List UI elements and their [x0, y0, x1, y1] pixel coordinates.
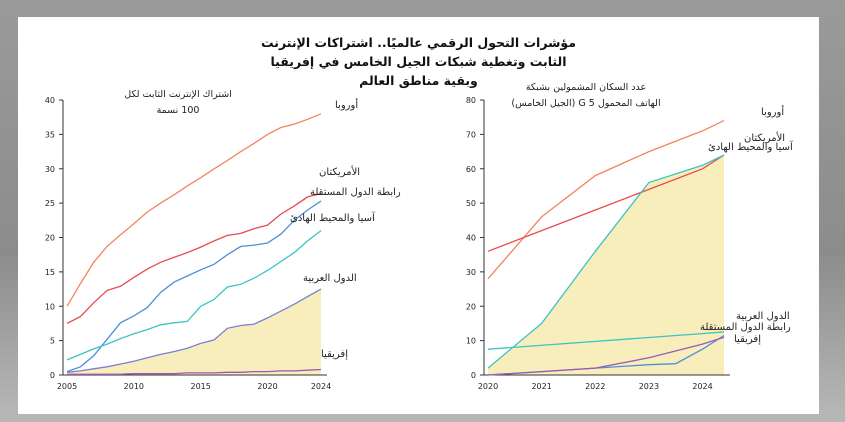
y-tick-label: 20	[45, 234, 55, 243]
series-label-asia_pacific: آسيا والمحيط الهادئ	[290, 211, 376, 224]
x-tick-label: 2015	[191, 382, 211, 391]
series-label-europe: أوروبا	[761, 105, 784, 118]
y-tick-label: 30	[45, 165, 55, 174]
series-line-asia_pacific_cyan	[487, 331, 725, 350]
y-tick-label: 0	[50, 371, 55, 380]
series-line-europe	[487, 120, 725, 280]
x-tick-label: 2020	[478, 382, 498, 391]
series-label-africa: إفريقيا	[321, 349, 348, 360]
chart-title-line-3: وبقية مناطق العالم	[359, 73, 478, 88]
y-tick-label: 20	[466, 302, 476, 311]
y-tick-label: 50	[466, 199, 476, 208]
y-tick-label: 80	[466, 96, 476, 105]
series-line-africa	[67, 368, 322, 375]
series-label-asia_pacific_cyan: الدول العربية	[736, 311, 790, 322]
shaded-area	[488, 155, 724, 375]
series-line-cis	[66, 200, 322, 373]
series-line-americas	[487, 154, 725, 252]
series-label-asia_pacific: آسيا والمحيط الهادئ	[708, 140, 794, 153]
charts-svg: اشتراك الإنترنت الثابت لكل 100 نسمة 0 5 10 15…	[45, 82, 794, 391]
series-line-africa	[487, 336, 725, 376]
series-label-cis: رابطة الدول المستقلة	[310, 187, 401, 198]
chart-panel: مؤشرات التحول الرقمي عالميًا.. اشتراكات …	[18, 17, 819, 414]
series-line-europe	[66, 113, 322, 307]
series-label-arab_states: الدول العربية	[303, 273, 357, 284]
y-tick-label: 5	[50, 337, 55, 346]
series-line-asia_pacific	[66, 230, 322, 361]
series-line-americas	[66, 192, 322, 324]
y-tick-label: 25	[45, 199, 55, 208]
y-tick-label: 40	[466, 234, 476, 243]
x-tick-label: 2010	[124, 382, 144, 391]
series-label-europe: أوروبا	[335, 98, 358, 111]
chart-2-title-line: الهاتف المحمول 5 G (الجيل الخامس)	[511, 98, 660, 109]
y-tick-label: 35	[45, 130, 55, 139]
y-tick-label: 0	[471, 371, 476, 380]
x-tick-label: 2023	[639, 382, 659, 391]
y-tick-label: 10	[45, 302, 55, 311]
x-tick-label: 2022	[585, 382, 605, 391]
series-line-asia_pacific	[487, 154, 725, 369]
chart-2-title-line: عدد السكان المشمولين بشبكة	[526, 82, 646, 93]
y-tick-label: 40	[45, 96, 55, 105]
shaded-area	[67, 289, 321, 375]
series-line-arab_states	[66, 288, 322, 373]
chart-1: اشتراك الإنترنت الثابت لكل 100 نسمة 0 5 10 15…	[45, 89, 401, 391]
x-tick-label: 2021	[531, 382, 551, 391]
chart-2: عدد السكان المشمولين بشبكة الهاتف المحمول…	[466, 82, 794, 391]
y-tick-label: 70	[466, 130, 476, 139]
y-tick-label: 15	[45, 268, 55, 277]
chart-1-title-line: 100 نسمة	[157, 105, 200, 116]
y-tick-label: 10	[466, 337, 476, 346]
series-label-americas: الأمريكتان	[319, 165, 360, 178]
x-tick-label: 2024	[692, 382, 712, 391]
chart-title-line-1: مؤشرات التحول الرقمي عالميًا.. اشتراكات …	[261, 35, 576, 50]
y-tick-label: 60	[466, 165, 476, 174]
chart-title-line-2: الثابت وتغطية شبكات الجيل الخامس في إفري…	[270, 54, 567, 69]
x-tick-label: 2020	[257, 382, 277, 391]
chart-1-title-line: اشتراك الإنترنت الثابت لكل	[124, 89, 232, 100]
series-label-cis: رابطة الدول المستقلة	[700, 322, 791, 333]
x-tick-label: 2024	[311, 382, 331, 391]
series-label-americas: الأمريكتان	[744, 131, 785, 144]
x-tick-label: 2005	[57, 382, 77, 391]
y-tick-label: 30	[466, 268, 476, 277]
series-label-africa: إفريقيا	[734, 334, 761, 345]
